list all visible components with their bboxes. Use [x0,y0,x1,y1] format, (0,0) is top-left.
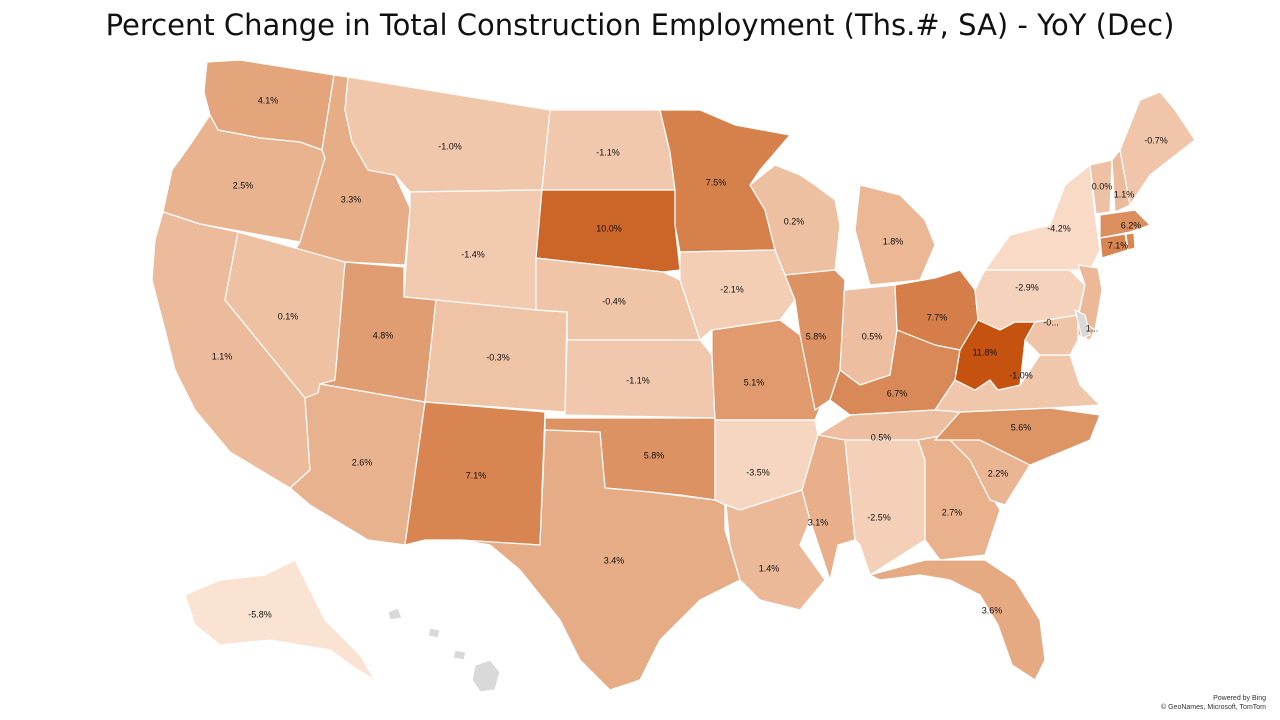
state-label-kansas: -1.1% [626,375,650,385]
state-label-louisiana: 1.4% [759,563,780,573]
powered-by-text: Powered by Bing [1213,695,1266,702]
state-vermont [1089,159,1113,215]
state-label-idaho: 3.3% [341,194,362,204]
labels-layer: 4.1% 2.5% 1.1% 3.3% 0.1% -1.0% -1.4% 4.8% 2.6% -0… [212,95,1168,619]
state-label-kentucky: 6.7% [887,388,908,398]
hawaii-island-maui [452,649,467,661]
state-label-california: 1.1% [212,351,233,361]
state-label-maryland: -0... [1043,317,1059,327]
state-label-alabama: -2.5% [867,512,891,522]
state-label-north-carolina: 5.6% [1011,422,1032,432]
state-label-maine: -0.7% [1144,135,1168,145]
state-label-new-york: -4.2% [1047,223,1071,233]
state-florida [869,559,1046,681]
map-attribution: Powered by Bing © GeoNames, Microsoft, T… [1161,694,1266,712]
state-new-jersey [1077,264,1103,331]
state-label-nebraska: -0.4% [602,296,626,306]
state-label-ohio: 7.7% [927,312,948,322]
state-label-georgia: 2.7% [942,507,963,517]
state-label-alaska: -5.8% [248,609,272,619]
state-label-new-mexico: 7.1% [466,470,487,480]
state-hawaii [471,659,501,693]
state-label-mississippi: 3.1% [808,517,829,527]
state-texas [459,429,741,691]
copyright-text: © GeoNames, Microsoft, TomTom [1161,704,1266,711]
state-missouri [711,319,826,421]
state-label-delaware: 1... [1086,323,1099,333]
dc-region [1074,309,1091,339]
state-label-wisconsin: 0.2% [784,216,805,226]
hawaii-island-kauai [387,607,403,621]
state-michigan [854,184,936,286]
state-label-wyoming: -1.4% [461,249,485,259]
state-wisconsin [749,164,841,276]
state-label-florida: 3.6% [982,605,1003,615]
hawaii-island-oahu [427,627,441,639]
state-label-utah: 4.8% [373,330,394,340]
state-label-indiana: 0.5% [862,331,883,341]
state-label-iowa: -2.1% [720,284,744,294]
state-label-arkansas: -3.5% [746,467,770,477]
state-label-washington: 4.1% [258,95,279,105]
state-label-massachusetts: 6.2% [1121,220,1142,230]
state-label-connecticut: 7.1% [1108,240,1129,250]
state-louisiana [725,489,826,611]
state-label-north-dakota: -1.1% [596,147,620,157]
state-label-pennsylvania: -2.9% [1015,282,1039,292]
state-label-arizona: 2.6% [352,457,373,467]
state-label-nevada: 0.1% [278,311,299,321]
state-alaska [184,559,376,681]
state-label-oklahoma: 5.8% [644,450,665,460]
state-maine [1119,91,1196,206]
state-label-illinois: 5.8% [806,331,827,341]
state-label-missouri: 5.1% [744,377,765,387]
state-label-south-dakota: 10.0% [596,223,622,233]
state-new-york [984,164,1101,271]
state-label-minnesota: 7.5% [706,177,727,187]
state-label-oregon: 2.5% [233,180,254,190]
state-rhode-island [1125,232,1136,251]
state-label-texas: 3.4% [604,555,625,565]
state-label-vermont: 0.0% [1092,181,1113,191]
state-label-new-hampshire: 1.1% [1114,189,1135,199]
state-label-south-carolina: 2.2% [988,468,1009,478]
state-label-colorado: -0.3% [486,352,510,362]
states-layer [151,59,1196,693]
state-massachusetts [1099,209,1151,239]
map-title: Percent Change in Total Construction Emp… [105,8,1175,42]
state-label-virginia: -1.0% [1009,370,1033,380]
state-label-michigan: 1.8% [883,236,904,246]
state-label-montana: -1.0% [438,141,462,151]
state-label-west-virginia: 11.8% [973,347,998,357]
state-alabama [844,439,926,576]
state-mississippi [801,434,856,581]
state-label-tennessee: 0.5% [871,432,892,442]
